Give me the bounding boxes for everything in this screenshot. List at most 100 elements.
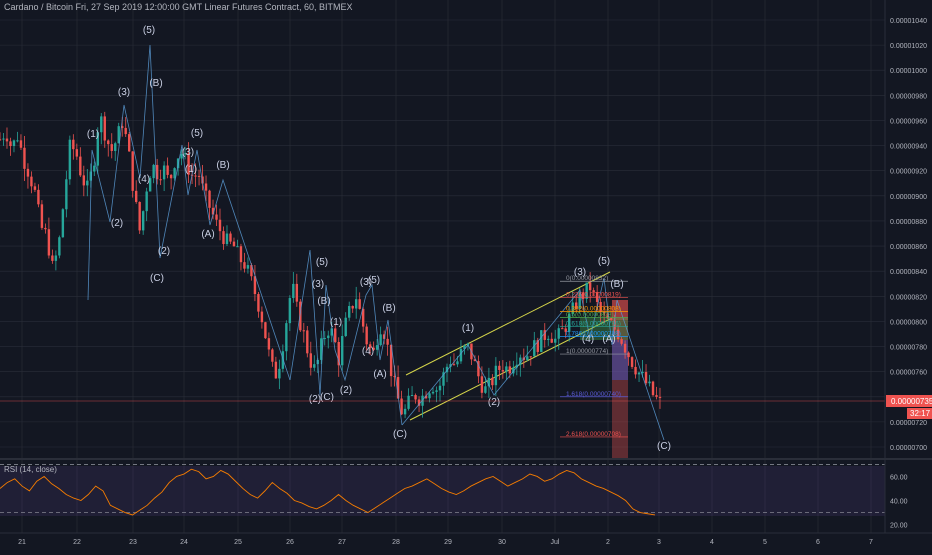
candle-body	[396, 377, 400, 399]
wave-label: (5)	[598, 256, 610, 267]
rsi-tick-label: 20.00	[890, 523, 908, 530]
candle-body	[512, 367, 515, 374]
candle-body	[33, 186, 37, 190]
candle-body	[561, 328, 564, 330]
candle-body	[16, 140, 19, 142]
fib-level-label: 0(0.00000832)	[566, 275, 608, 282]
candle-body	[386, 338, 389, 345]
candle-body	[585, 282, 588, 299]
annotation-shapes	[405, 271, 628, 460]
candle-body	[529, 356, 532, 358]
time-tick-label: 26	[286, 539, 294, 546]
price-tick-label: 0.00001000	[890, 68, 927, 75]
wave-label: (B)	[317, 296, 330, 307]
wave-label: (1)	[87, 129, 99, 140]
candle-body	[134, 190, 138, 202]
fib-level-label: 1.618(0.00000740)	[566, 391, 621, 398]
candle-body	[588, 282, 592, 291]
price-tag: 0.00000735 32:17	[886, 395, 932, 419]
candle-body	[218, 219, 222, 232]
candle-body	[568, 313, 571, 332]
candle-body	[166, 165, 169, 175]
rsi-series-line	[0, 468, 656, 516]
candle-body	[616, 329, 620, 340]
candle-body	[313, 364, 316, 368]
candle-body	[12, 140, 16, 147]
candle-body	[278, 368, 281, 379]
candle-body	[581, 292, 585, 299]
wave-label: (2)	[340, 385, 352, 396]
candle-body	[491, 377, 494, 386]
countdown-value: 32:17	[910, 409, 931, 418]
candle-body	[225, 233, 229, 245]
countdown-box	[907, 408, 932, 419]
price-tag-box	[886, 395, 932, 407]
candle-body	[250, 265, 253, 277]
wave-label: (2)	[158, 246, 170, 257]
price-tick-label: 0.00000840	[890, 269, 927, 276]
fib-zone-box	[580, 318, 628, 340]
candle-body	[550, 338, 553, 343]
candle-body	[124, 127, 127, 135]
candle-body	[86, 180, 89, 186]
candle-body	[239, 246, 243, 263]
candle-body	[243, 262, 246, 269]
candle-body	[208, 190, 211, 208]
candle-body	[515, 364, 519, 368]
price-tick-label: 0.00000800	[890, 319, 927, 326]
candle-body	[51, 255, 54, 261]
candle-body	[96, 132, 99, 166]
wave-label: (1)	[462, 323, 474, 334]
wave-label: (B)	[216, 160, 229, 171]
wave-label: (5)	[143, 25, 155, 36]
wave-label: (4)	[582, 334, 594, 345]
candle-body	[26, 168, 30, 177]
candle-body	[557, 328, 560, 339]
candle-body	[23, 147, 26, 169]
rsi-axis[interactable]: 60.00 40.00 20.00	[890, 474, 908, 529]
candle-body	[121, 126, 124, 128]
candle-body	[393, 376, 396, 378]
rsi-band-fill	[0, 466, 885, 516]
candle-body	[89, 171, 92, 181]
wave-label: (A)	[373, 369, 386, 380]
wave-label: (C)	[657, 441, 671, 452]
candle-body	[236, 246, 239, 248]
candle-body	[595, 292, 599, 302]
time-axis[interactable]: 21 22 23 24 25 26 27 28 29 30 Jul 2 3 4 5 6 7	[18, 539, 873, 546]
time-tick-label: 7	[869, 539, 873, 546]
time-tick-label: 25	[234, 539, 242, 546]
candle-body	[501, 370, 505, 372]
candle-body	[372, 347, 375, 350]
candle-body	[271, 349, 274, 362]
candle-body	[438, 385, 442, 391]
candle-body	[414, 395, 417, 400]
candle-body	[637, 372, 641, 375]
candle-body	[456, 361, 459, 365]
candle-body	[194, 175, 197, 177]
candle-body	[61, 209, 65, 238]
candle-body	[354, 299, 358, 309]
fib-level-label: 0.5(0.00000803)	[566, 312, 614, 319]
time-tick-label: 27	[338, 539, 346, 546]
wave-path	[401, 277, 665, 441]
candle-body	[204, 183, 208, 191]
candle-body	[536, 340, 539, 352]
wave-label: (A)	[602, 334, 615, 345]
candle-body	[306, 330, 309, 354]
wave-label: (3)	[574, 267, 586, 278]
rsi-tick-label: 60.00	[890, 474, 908, 481]
candle-body	[599, 301, 602, 312]
candle-body	[229, 233, 232, 242]
candle-body	[131, 151, 134, 191]
candle-body	[0, 139, 2, 141]
candle-body	[564, 328, 567, 332]
candle-body	[445, 366, 449, 373]
candle-body	[442, 372, 445, 386]
candle-body	[508, 366, 512, 374]
wave-label: (B)	[149, 78, 162, 89]
wave-label: (4)	[362, 346, 374, 357]
candle-body	[320, 338, 323, 360]
grid-lines	[0, 0, 885, 533]
